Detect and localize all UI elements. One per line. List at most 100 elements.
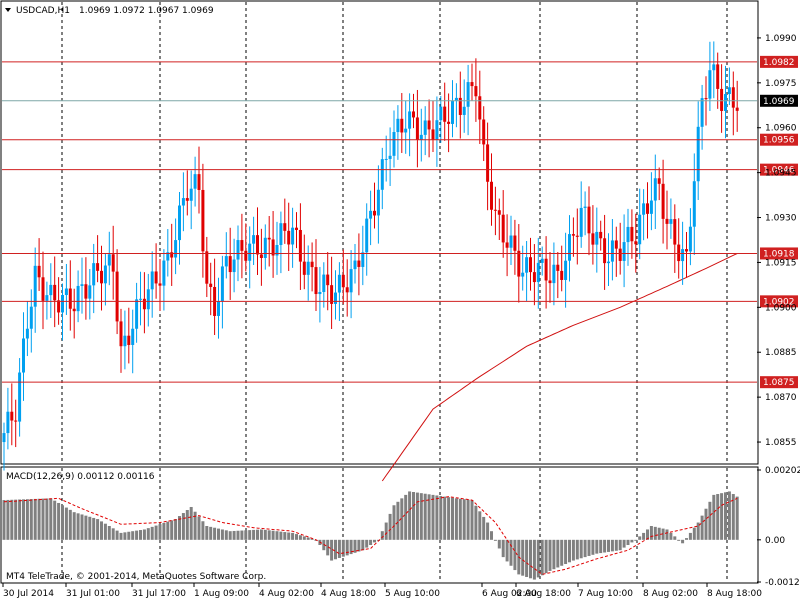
- macd-histogram-bar: [677, 539, 681, 541]
- macd-histogram-bar: [673, 536, 677, 540]
- bear-candle: [497, 210, 501, 215]
- macd-histogram-bar: [193, 511, 197, 540]
- macd-histogram-bar: [388, 513, 392, 540]
- macd-histogram-bar: [466, 499, 470, 540]
- macd-histogram-bar: [716, 494, 720, 540]
- macd-histogram-bar: [583, 539, 587, 558]
- bear-candle: [665, 218, 669, 224]
- macd-histogram-bar: [638, 536, 642, 540]
- bear-candle: [127, 335, 131, 345]
- macd-histogram-bar: [259, 529, 263, 540]
- macd-histogram-bar: [482, 516, 486, 540]
- chevron-down-icon[interactable]: [5, 8, 11, 12]
- macd-histogram-bar: [443, 496, 447, 540]
- bear-candle: [53, 284, 57, 301]
- bull-candle: [49, 284, 53, 296]
- macd-histogram-bar: [665, 529, 669, 540]
- macd-histogram-bar: [213, 527, 217, 540]
- macd-histogram-bar: [735, 496, 739, 540]
- time-tick-label: 5 Aug 10:00: [385, 589, 440, 599]
- macd-histogram-bar: [322, 539, 326, 551]
- bull-candle: [178, 205, 181, 241]
- macd-histogram-bar: [396, 501, 400, 540]
- bull-candle: [509, 235, 513, 248]
- bull-candle: [248, 243, 252, 261]
- macd-histogram-bar: [669, 532, 673, 540]
- bear-candle: [14, 420, 18, 422]
- bull-candle: [642, 203, 646, 215]
- macd-histogram-bar: [80, 514, 84, 540]
- time-tick-label: 31 Jul 17:00: [132, 589, 186, 599]
- macd-histogram-bar: [236, 530, 240, 540]
- macd-histogram-bar: [361, 539, 365, 551]
- macd-histogram-bar: [18, 499, 22, 540]
- bear-candle: [486, 144, 490, 182]
- macd-histogram-bar: [334, 539, 337, 560]
- macd-histogram-bar: [53, 500, 57, 540]
- macd-histogram-bar: [166, 521, 170, 540]
- macd-histogram-bar: [509, 539, 513, 566]
- bear-candle: [490, 181, 493, 210]
- macd-histogram-bar: [595, 539, 599, 554]
- bear-candle: [345, 287, 349, 293]
- bear-candle: [591, 233, 595, 245]
- macd-histogram-bar: [119, 532, 123, 540]
- bear-candle: [326, 274, 330, 286]
- macd-axis: 0.00202 0.00 -0.00122: [757, 466, 800, 588]
- support-resistance-levels: 1.0982 1.0956 1.0946 1.0918 1.0902 1.0875 1.09…: [2, 55, 798, 389]
- macd-histogram-bar: [263, 529, 267, 540]
- macd-histogram-bar: [568, 539, 571, 563]
- macd-histogram-bar: [185, 510, 189, 540]
- macd-histogram-bar: [560, 539, 564, 566]
- macd-histogram-bar: [353, 539, 357, 553]
- macd-histogram-bar: [349, 539, 353, 555]
- macd-histogram-bar: [92, 517, 96, 540]
- macd-histogram-bar: [88, 516, 92, 540]
- bull-candle: [217, 301, 220, 316]
- time-tick-label: 8 Aug 02:00: [643, 589, 698, 599]
- macd-histogram-bar: [696, 522, 700, 540]
- macd-histogram-bar: [415, 492, 419, 540]
- bear-candle: [556, 264, 560, 271]
- macd-histogram-bar: [548, 539, 552, 571]
- macd-histogram-bar: [154, 525, 158, 540]
- time-tick-label: 4 Aug 02:00: [259, 589, 314, 599]
- macd-histogram-bar: [478, 511, 482, 540]
- bull-candle: [80, 284, 84, 286]
- bull-candle: [224, 256, 228, 267]
- bear-candle: [68, 288, 72, 309]
- bear-candle: [720, 88, 724, 111]
- bear-candle: [158, 283, 162, 286]
- bull-candle: [349, 269, 353, 293]
- macd-histogram-bar: [228, 531, 232, 540]
- macd-histogram-bar: [162, 522, 166, 540]
- bear-candle: [614, 240, 618, 249]
- bull-candle: [404, 128, 408, 133]
- bull-candle: [150, 271, 154, 290]
- macd-tick-label: 0.00: [765, 536, 785, 546]
- price-axis: 1.09901.09751.09601.09451.09301.09151.09…: [757, 34, 797, 448]
- macd-histogram-bar: [111, 528, 115, 540]
- bull-candle: [369, 210, 373, 219]
- bull-candle: [334, 292, 337, 304]
- macd-histogram-bar: [295, 534, 298, 540]
- bear-candle: [57, 300, 61, 313]
- macd-histogram-bar: [630, 539, 634, 543]
- macd-histogram-bar: [76, 513, 80, 540]
- level-price-label: 1.0946: [763, 166, 795, 176]
- bear-candle: [599, 231, 603, 239]
- macd-histogram-bar: [298, 535, 302, 540]
- price-tick-label: 1.0930: [765, 214, 797, 224]
- bull-candle: [29, 306, 33, 329]
- macd-histogram-bar: [724, 492, 727, 540]
- bear-candle: [41, 277, 45, 301]
- level-price-label: 1.0982: [763, 58, 795, 68]
- macd-histogram-bar: [501, 539, 505, 558]
- macd-histogram-bar: [435, 495, 439, 540]
- bear-candle: [357, 260, 361, 267]
- bear-candle: [412, 111, 415, 118]
- bull-candle: [162, 260, 166, 286]
- bear-candle: [415, 117, 419, 140]
